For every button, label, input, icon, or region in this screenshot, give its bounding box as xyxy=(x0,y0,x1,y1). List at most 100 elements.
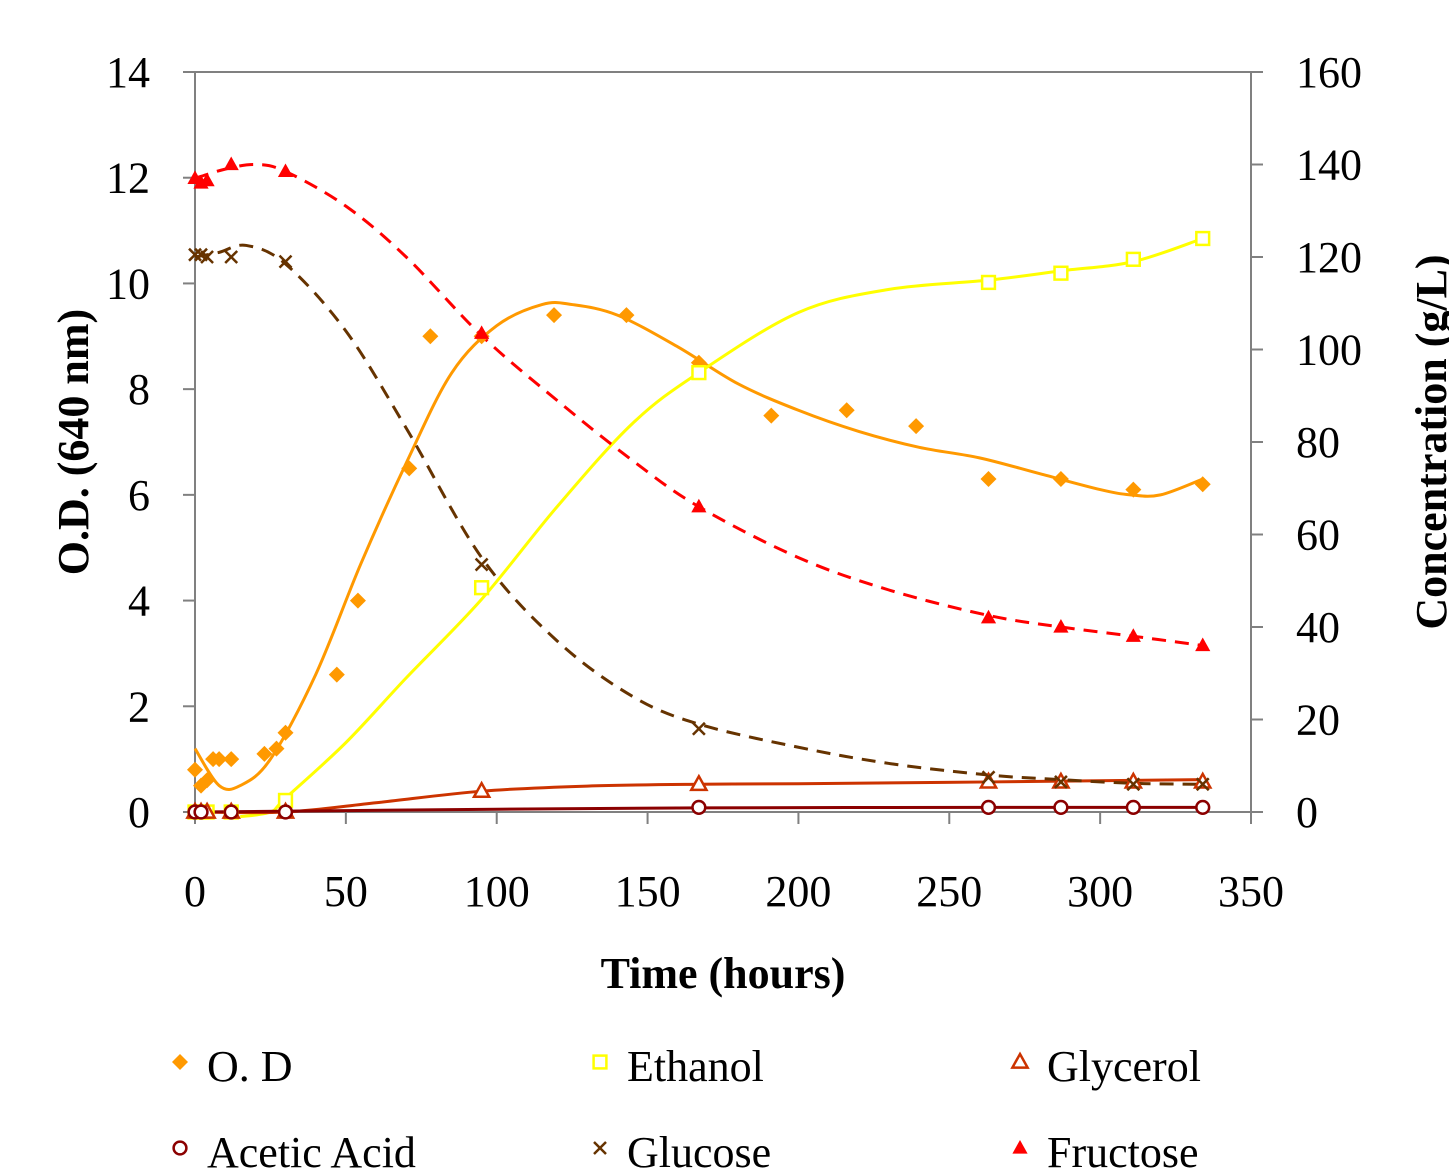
y-tick-label: 8 xyxy=(128,365,150,414)
glucose-point xyxy=(200,250,214,264)
o-d-point xyxy=(268,740,285,757)
y-tick-label: 6 xyxy=(128,471,150,520)
legend-acetic-acid-marker xyxy=(172,1140,188,1156)
glucose-point xyxy=(474,557,489,572)
fructose-point xyxy=(199,172,215,187)
y2-tick-label: 100 xyxy=(1296,326,1362,375)
y-axis-title: O.D. (640 nm) xyxy=(49,309,98,575)
y2-tick-label: 80 xyxy=(1296,418,1340,467)
acetic-acid-point xyxy=(193,804,209,820)
y2-tick-label: 0 xyxy=(1296,788,1318,837)
y-tick-label: 12 xyxy=(106,154,150,203)
glucose-point xyxy=(981,770,996,785)
legend: O. D Ethanol Glycerol Acetic Acid Glucose Fru… xyxy=(172,1042,1201,1171)
legend-o-d-marker xyxy=(172,1054,188,1070)
o-d-point xyxy=(618,307,635,324)
x-tick-label: 200 xyxy=(765,867,831,916)
o-d-point xyxy=(277,724,294,741)
fructose-point xyxy=(1053,619,1069,633)
y2-tick-label: 40 xyxy=(1296,603,1340,652)
glycerol-point xyxy=(689,773,709,792)
x-tick-label: 150 xyxy=(615,867,681,916)
fructose-point xyxy=(1195,637,1211,652)
glucose-point xyxy=(278,254,293,269)
y-tick-label: 2 xyxy=(128,682,150,731)
y-tick-label: 4 xyxy=(128,577,150,626)
o-d-point xyxy=(187,761,203,778)
ethanol-point xyxy=(1195,230,1211,247)
y-tick-label: 14 xyxy=(106,48,150,97)
acetic-acid-trendline xyxy=(194,805,1203,814)
fructose-point xyxy=(691,498,707,513)
y2-tick-label: 160 xyxy=(1296,48,1362,97)
ethanol-point xyxy=(1053,265,1069,281)
axes: 0 50 100 150 200 250 300 3500246810121402040608… xyxy=(106,48,1362,916)
legend-glucose-label: Glucose xyxy=(627,1128,771,1171)
y-tick-label: 10 xyxy=(106,259,150,308)
ethanol-point xyxy=(473,580,490,596)
ethanol-point xyxy=(1125,251,1141,267)
fructose-point xyxy=(277,163,294,178)
o-d-point xyxy=(223,751,240,768)
acetic-acid-point xyxy=(1125,799,1141,816)
fructose-point xyxy=(474,325,490,339)
o-d-point xyxy=(980,471,997,487)
legend-ethanol-label: Ethanol xyxy=(627,1042,764,1091)
ethanol-point xyxy=(980,274,997,291)
o-d-point xyxy=(908,418,925,435)
o-d-point xyxy=(422,328,439,345)
x-tick-label: 300 xyxy=(1067,867,1133,916)
fructose-point xyxy=(1125,628,1141,642)
o-d-point xyxy=(199,772,216,789)
fructose-point xyxy=(980,609,997,624)
legend-fructose-marker xyxy=(1012,1140,1028,1154)
legend-glycerol-marker xyxy=(1010,1051,1030,1069)
y2-tick-label: 20 xyxy=(1296,696,1340,745)
o-d-point xyxy=(1052,471,1069,487)
glucose-trendline xyxy=(194,243,1203,786)
legend-o-d-label: O. D xyxy=(207,1042,293,1091)
legend-glucose-marker xyxy=(593,1141,607,1155)
plot-area xyxy=(194,71,1252,813)
acetic-acid-point xyxy=(223,804,239,820)
x-tick-label: 350 xyxy=(1218,867,1284,916)
x-tick-label: 250 xyxy=(916,867,982,916)
glucose-point xyxy=(1126,777,1141,792)
x-tick-label: 0 xyxy=(184,867,206,916)
o-d-point xyxy=(546,307,563,324)
acetic-acid-point xyxy=(980,799,997,816)
x-axis-title: Time (hours) xyxy=(601,949,846,998)
y2-axis-title: Concentration (g/L) xyxy=(1407,254,1449,629)
y2-tick-label: 140 xyxy=(1296,141,1362,190)
acetic-acid-point xyxy=(1053,799,1069,816)
x-tick-label: 100 xyxy=(464,867,530,916)
fructose-trendline xyxy=(194,162,1203,647)
glucose-point xyxy=(224,250,239,264)
legend-fructose-label: Fructose xyxy=(1047,1128,1199,1171)
ethanol-point xyxy=(691,364,707,381)
data-markers xyxy=(185,156,1213,820)
o-d-point xyxy=(256,745,273,762)
glucose-point xyxy=(1054,775,1068,789)
glucose-point xyxy=(188,247,202,262)
legend-ethanol-marker xyxy=(592,1054,608,1070)
o-d-point xyxy=(1125,481,1142,498)
acetic-acid-point xyxy=(691,799,707,816)
glycerol-point xyxy=(471,780,492,799)
glucose-point xyxy=(691,721,706,736)
y-tick-label: 0 xyxy=(128,788,150,837)
acetic-acid-point xyxy=(277,804,294,820)
fructose-point xyxy=(223,156,239,171)
legend-acetic-acid-label: Acetic Acid xyxy=(207,1128,416,1171)
x-tick-label: 50 xyxy=(324,867,368,916)
o-d-point xyxy=(349,592,366,609)
trend-curves xyxy=(193,162,1204,819)
y2-tick-label: 120 xyxy=(1296,233,1362,282)
o-d-point xyxy=(211,751,228,768)
o-d-point xyxy=(1194,476,1211,493)
glucose-point xyxy=(1195,777,1210,792)
o-d-point xyxy=(328,666,345,683)
legend-glycerol-label: Glycerol xyxy=(1047,1042,1201,1091)
ethanol-trendline xyxy=(240,237,1204,819)
